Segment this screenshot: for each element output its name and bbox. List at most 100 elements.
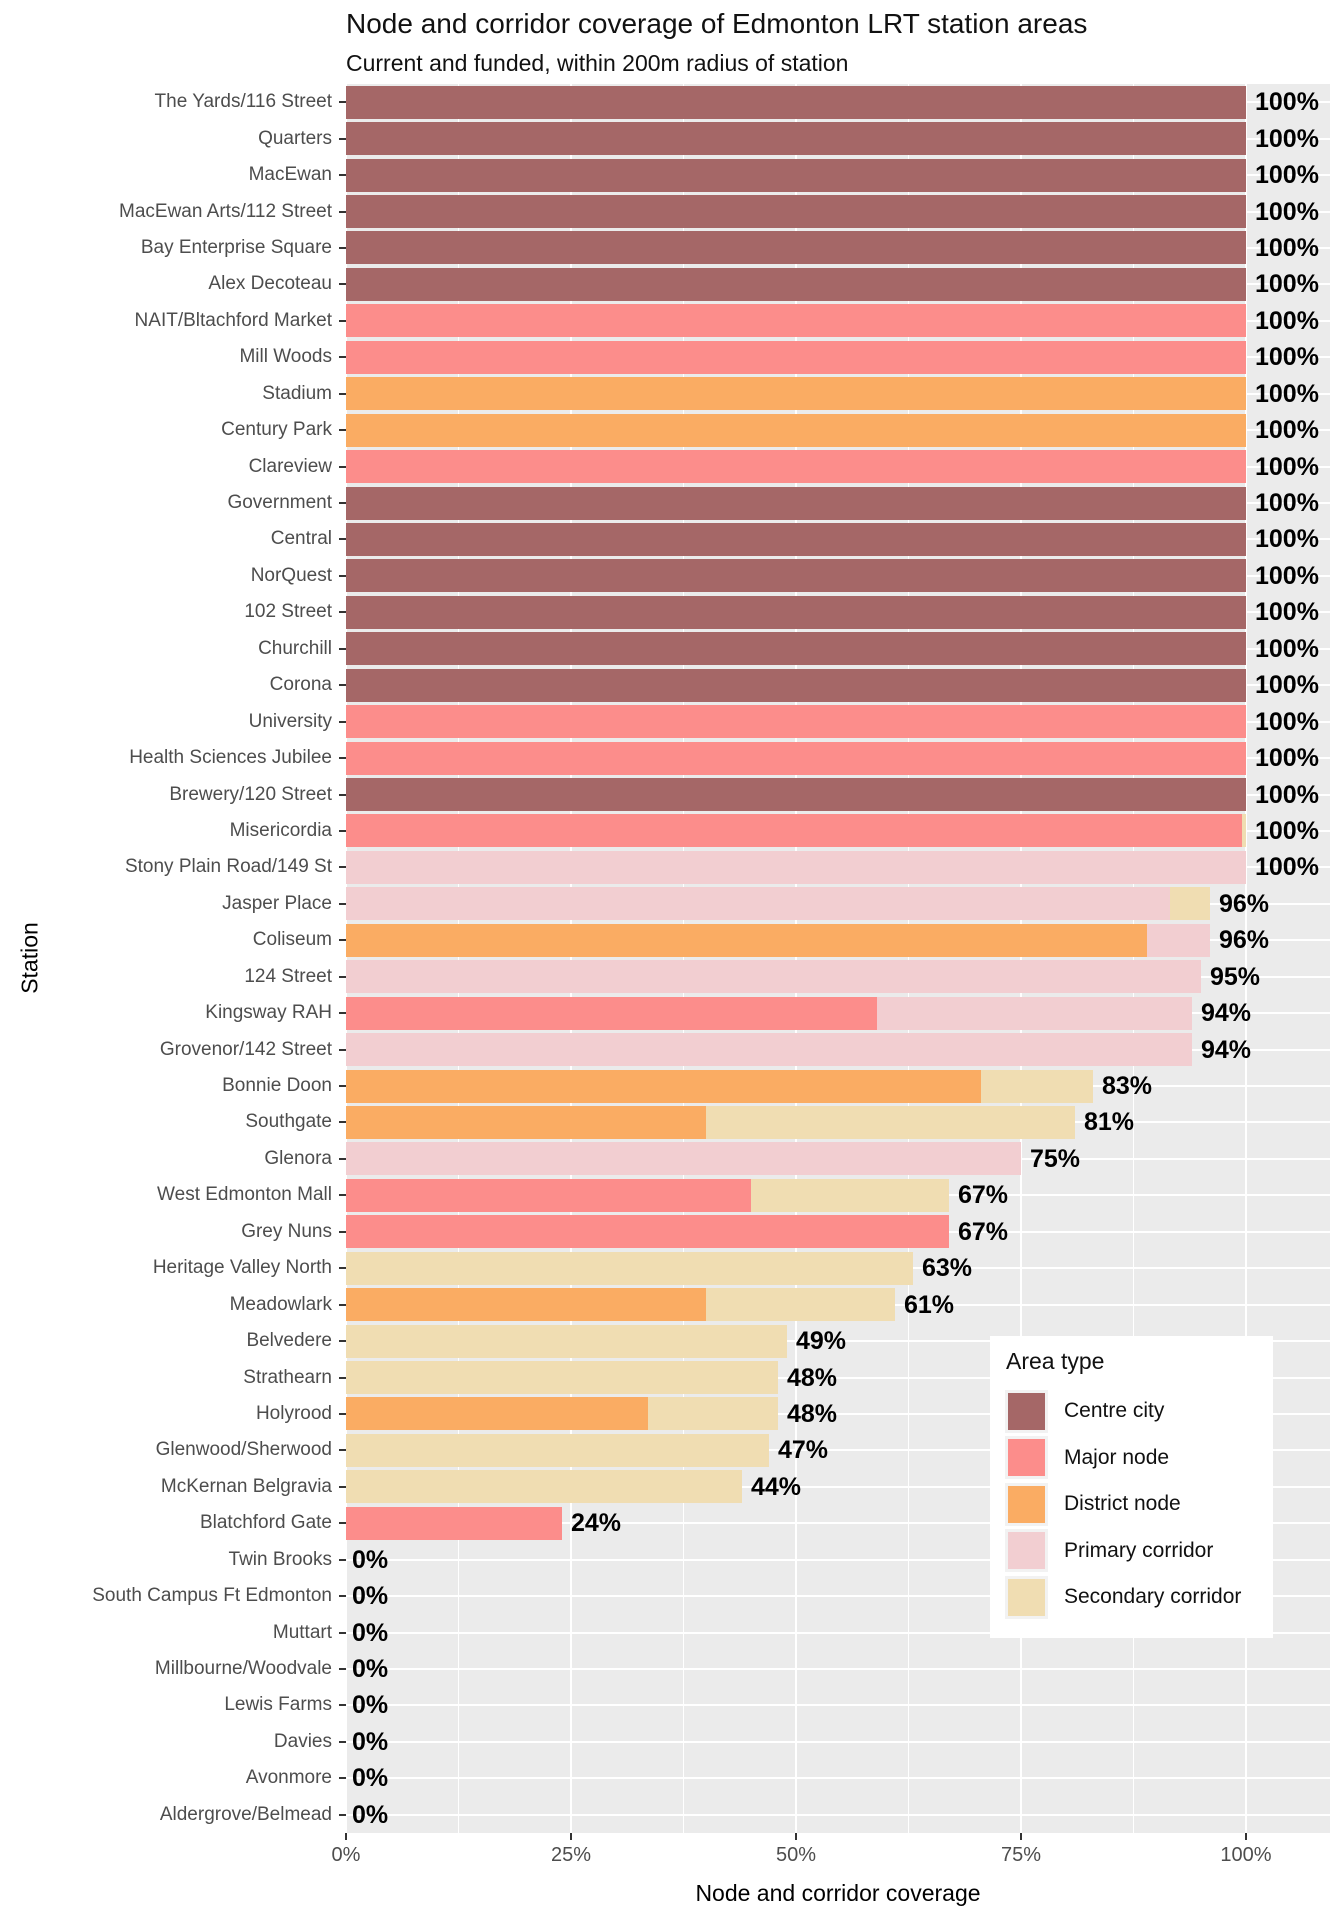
bar-value-label: 100% <box>1255 853 1319 882</box>
legend-swatch-secondary_corridor <box>1005 1575 1048 1619</box>
y-tick <box>339 538 346 541</box>
legend-swatch-major_node <box>1005 1436 1048 1480</box>
station-label: NAIT/Bltachford Market <box>134 309 332 331</box>
station-label: Glenora <box>264 1147 332 1169</box>
bar-value-label: 100% <box>1255 379 1319 408</box>
bar-value-label: 100% <box>1255 343 1319 372</box>
bar-segment-district_node <box>346 1288 706 1322</box>
gridline-horizontal <box>346 1595 1330 1598</box>
bar-segment-district_node <box>346 923 1147 957</box>
bar-value-label: 75% <box>1030 1144 1081 1173</box>
legend: Area type Centre city Major node District … <box>990 1336 1273 1638</box>
gridline-horizontal <box>346 1704 1330 1707</box>
x-tick <box>795 1833 797 1840</box>
gridline-horizontal <box>346 1412 1330 1415</box>
y-tick <box>339 1813 346 1816</box>
bar-value-label: 96% <box>1219 926 1270 955</box>
y-tick <box>339 1012 346 1015</box>
y-tick <box>339 829 346 832</box>
bar-value-label: 100% <box>1255 88 1319 117</box>
station-label: Health Sciences Jubilee <box>129 747 332 769</box>
station-label: Belvedere <box>246 1330 332 1352</box>
y-tick <box>339 1631 346 1634</box>
station-label: Government <box>227 492 332 514</box>
bar-segment-secondary_corridor <box>1169 887 1210 921</box>
y-tick <box>339 1595 346 1598</box>
gridline-horizontal <box>346 1558 1330 1561</box>
bar-segment-centre_city <box>346 778 1246 812</box>
x-tick-label: 25% <box>550 1844 592 1866</box>
bar-segment-centre_city <box>346 122 1246 156</box>
x-tick <box>1020 1833 1022 1840</box>
y-tick <box>339 793 346 796</box>
gridline-horizontal <box>346 1376 1330 1379</box>
bar-value-label: 100% <box>1255 598 1319 627</box>
bar-segment-secondary_corridor <box>346 1324 787 1358</box>
y-tick <box>339 246 346 249</box>
gridline-vertical-minor <box>908 84 909 1833</box>
y-tick <box>339 975 346 978</box>
x-tick-label: 0% <box>331 1844 361 1866</box>
station-label: Holyrood <box>255 1402 332 1424</box>
y-tick <box>339 1485 346 1488</box>
station-label: Blatchford Gate <box>199 1512 332 1534</box>
y-tick <box>339 101 346 104</box>
bar-segment-major_node <box>346 741 1246 775</box>
bar-segment-secondary_corridor <box>346 1361 778 1395</box>
bar-segment-secondary_corridor <box>706 1105 1075 1139</box>
gridline-horizontal <box>346 1522 1330 1525</box>
y-tick <box>339 902 346 905</box>
y-tick <box>339 611 346 614</box>
y-tick <box>339 1777 346 1780</box>
bar-segment-primary_corridor <box>346 850 1246 884</box>
bar-value-label: 100% <box>1255 744 1319 773</box>
legend-entry-label: District node <box>1064 1492 1181 1516</box>
gridline-horizontal <box>346 1813 1330 1816</box>
station-label: Twin Brooks <box>228 1548 332 1570</box>
station-label: Central <box>270 528 332 550</box>
bar-value-label: 100% <box>1255 233 1319 262</box>
station-label: Aldergrove/Belmead <box>159 1803 332 1825</box>
y-tick <box>339 174 346 177</box>
station-label: Century Park <box>221 419 332 441</box>
station-label: University <box>248 710 332 732</box>
station-label: NorQuest <box>250 564 332 586</box>
bar-value-label: 48% <box>787 1363 838 1392</box>
station-label: Lewis Farms <box>224 1694 332 1716</box>
gridline-vertical-major <box>1245 84 1247 1833</box>
legend-title: Area type <box>1006 1348 1105 1374</box>
bar-value-label: 100% <box>1255 525 1319 554</box>
legend-entries: Centre city Major node District node Primar… <box>1005 1388 1273 1621</box>
legend-entry-label: Primary corridor <box>1064 1538 1214 1562</box>
station-label: South Campus Ft Edmonton <box>92 1585 332 1607</box>
station-label: MacEwan Arts/112 Street <box>119 200 332 222</box>
y-tick <box>339 1157 346 1160</box>
legend-swatch-centre_city <box>1005 1389 1048 1433</box>
bar-value-label: 0% <box>352 1582 389 1611</box>
station-label: Glenwood/Sherwood <box>155 1439 332 1461</box>
chart-title: Node and corridor coverage of Edmonton L… <box>346 8 1088 39</box>
station-label: Corona <box>269 674 332 696</box>
bar-value-label: 0% <box>352 1545 389 1574</box>
y-tick <box>339 1048 346 1051</box>
station-label: Coliseum <box>252 929 332 951</box>
station-label: Misericordia <box>229 819 332 841</box>
y-tick <box>339 1303 346 1306</box>
bar-segment-centre_city <box>346 85 1246 119</box>
y-tick <box>339 684 346 687</box>
bar-value-label: 49% <box>796 1327 847 1356</box>
bar-value-label: 100% <box>1255 707 1319 736</box>
y-tick <box>339 319 346 322</box>
bar-value-label: 81% <box>1084 1108 1135 1137</box>
y-tick <box>339 1558 346 1561</box>
bar-value-label: 100% <box>1255 780 1319 809</box>
y-tick <box>339 210 346 213</box>
legend-entry-label: Secondary corridor <box>1064 1585 1242 1609</box>
legend-entry: Centre city <box>1005 1388 1273 1435</box>
y-tick <box>339 1340 346 1343</box>
bar-segment-major_node <box>346 340 1246 374</box>
bar-value-label: 0% <box>352 1691 389 1720</box>
bar-segment-district_node <box>346 1397 648 1431</box>
legend-entry-label: Major node <box>1064 1445 1170 1469</box>
bar-segment-primary_corridor <box>346 960 1201 994</box>
